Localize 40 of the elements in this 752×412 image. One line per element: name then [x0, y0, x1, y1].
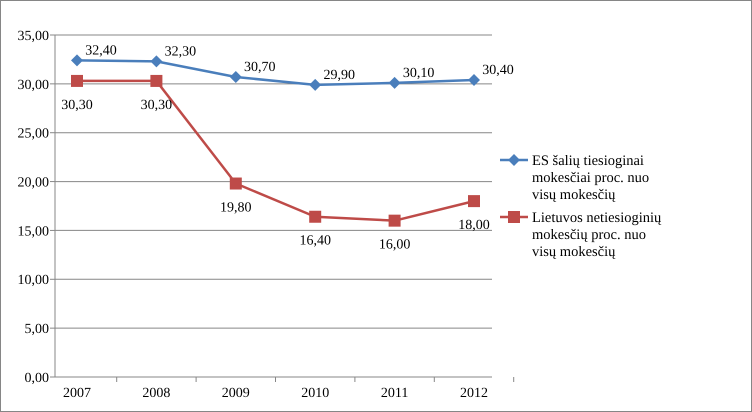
y-tick-label: 5,00 — [24, 322, 49, 338]
data-label: 30,30 — [61, 98, 93, 113]
x-tick-label: 2011 — [380, 386, 408, 401]
y-tick-label: 20,00 — [18, 175, 49, 190]
data-label: 30,10 — [402, 66, 434, 81]
data-label: 32,30 — [164, 44, 196, 60]
x-tick-label: 2012 — [460, 386, 488, 401]
y-tick-label: 10,00 — [18, 273, 49, 288]
legend-label: Lietuvos netiesioginių mokesčių proc. nuo visų mokesčių — [532, 210, 662, 260]
point — [150, 55, 162, 68]
data-label: 30,30 — [140, 98, 172, 113]
data-label: 29,90 — [323, 68, 355, 83]
point — [230, 71, 242, 84]
legend-label: ES šalių tiesioginai mokesčiai proc. nuo visų mokesčių — [532, 153, 650, 204]
data-label: 16,00 — [378, 238, 410, 253]
point — [309, 210, 322, 223]
x-tick-label: 2008 — [142, 386, 170, 401]
x-tick-label: 2009 — [222, 386, 250, 401]
y-tick-label: 15,00 — [18, 224, 49, 240]
point — [71, 54, 83, 66]
point — [71, 74, 83, 87]
data-label: 16,40 — [299, 234, 331, 249]
y-tick-label: 30,00 — [18, 78, 49, 93]
point — [309, 78, 322, 91]
x-tick-label: 2007 — [63, 386, 91, 401]
y-tick-label: 0,00 — [24, 370, 49, 386]
point — [468, 195, 480, 208]
data-label: 18,00 — [458, 218, 490, 234]
point — [230, 178, 242, 190]
data-label: 19,80 — [220, 200, 252, 216]
point — [468, 74, 480, 86]
y-tick-label: 35,00 — [18, 28, 49, 44]
data-label: 32,40 — [85, 43, 117, 58]
point — [150, 74, 162, 87]
point — [388, 214, 401, 227]
data-label: 30,70 — [244, 60, 276, 76]
data-label: 30,40 — [482, 62, 514, 78]
x-tick-label: 2010 — [301, 386, 330, 401]
point — [388, 76, 401, 89]
y-tick-label: 25,00 — [18, 126, 49, 142]
